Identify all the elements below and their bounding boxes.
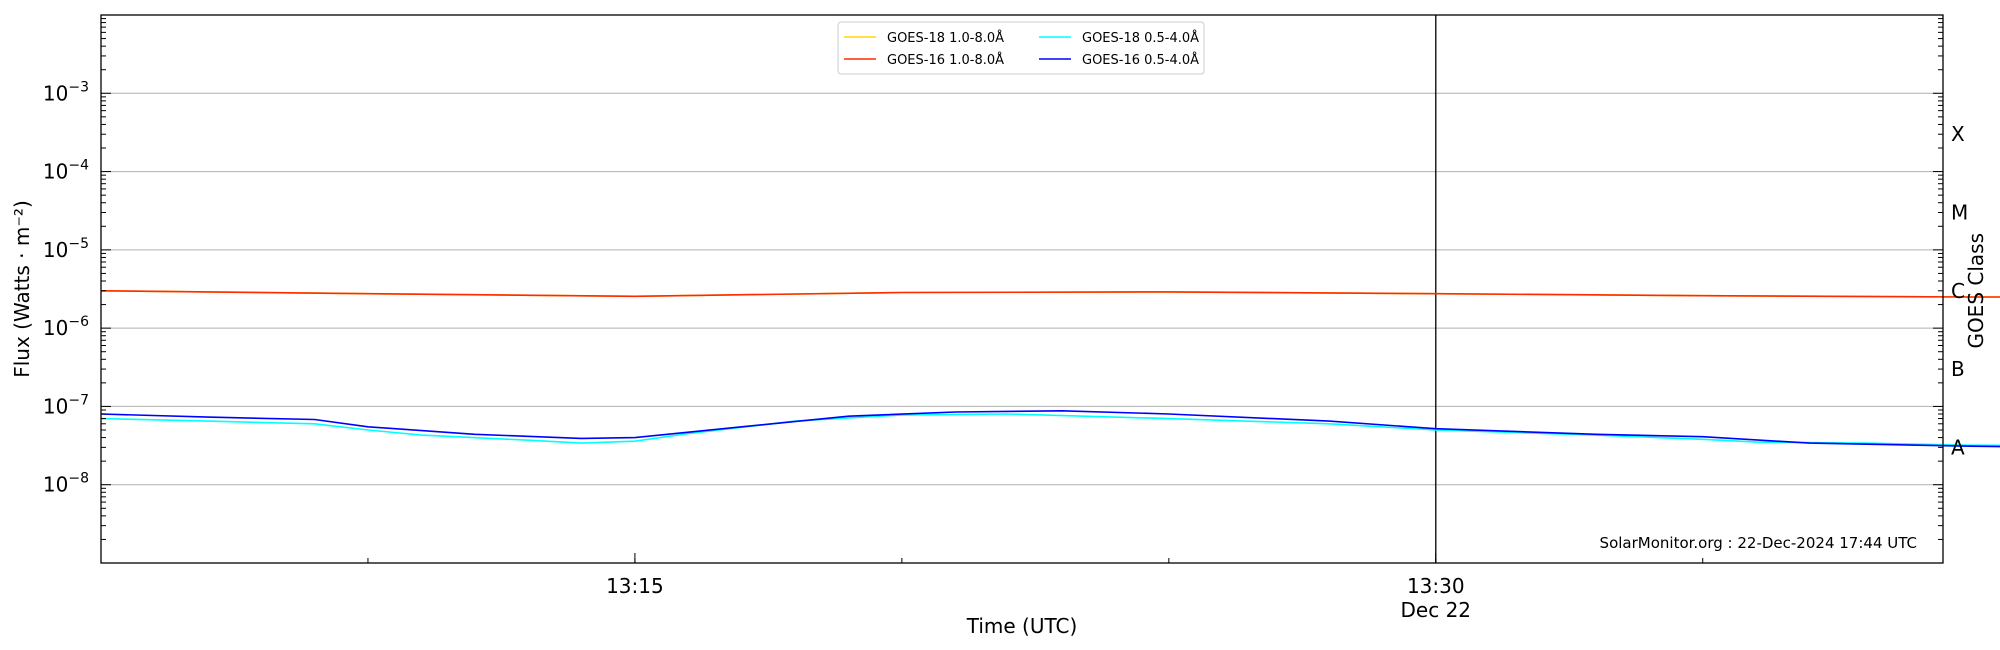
goes-class-label-a: A [1951, 435, 1965, 459]
goes-class-axis-title: GOES Class [1964, 233, 1988, 349]
y-tick-label: 10−7 [43, 392, 89, 418]
series-layer [100, 290, 2000, 448]
goes-class-label-c: C [1951, 279, 1965, 303]
vertical-lines-layer [1435, 15, 1437, 563]
x-tick-label: 13:30 [1407, 574, 1465, 598]
series-line-1 [100, 290, 2000, 298]
y-tick-label: 10−3 [43, 79, 89, 105]
series-line-2 [100, 413, 2000, 447]
goes-class-label-x: X [1951, 122, 1965, 146]
series-line-3 [100, 410, 2000, 448]
goes-class-label-b: B [1951, 357, 1965, 381]
x-tick-date-label: Dec 22 [1401, 598, 1472, 622]
legend-label-0: GOES-18 1.0-8.0Å [887, 30, 1004, 46]
legend-label-1: GOES-18 0.5-4.0Å [1082, 30, 1199, 46]
grid-layer [101, 92, 1943, 486]
y-tick-label: 10−4 [43, 158, 89, 184]
y-axis-title: Flux (Watts · m⁻²) [10, 200, 34, 378]
credit-label: SolarMonitor.org : 22-Dec-2024 17:44 UTC [1600, 534, 1917, 552]
y-tick-label: 10−8 [43, 471, 89, 497]
y-tick-label: 10−5 [43, 236, 89, 262]
y-tick-label: 10−6 [43, 314, 89, 340]
legend-label-2: GOES-16 1.0-8.0Å [887, 52, 1004, 68]
x-axis-title: Time (UTC) [966, 614, 1078, 638]
legend: GOES-18 1.0-8.0Å GOES-18 0.5-4.0Å GOES-16 … [837, 21, 1205, 75]
goes-class-label-m: M [1951, 201, 1968, 225]
legend-box [837, 21, 1205, 75]
x-tick-label: 13:15 [606, 574, 664, 598]
plot-frame [100, 14, 1944, 564]
legend-label-3: GOES-16 0.5-4.0Å [1082, 52, 1199, 68]
